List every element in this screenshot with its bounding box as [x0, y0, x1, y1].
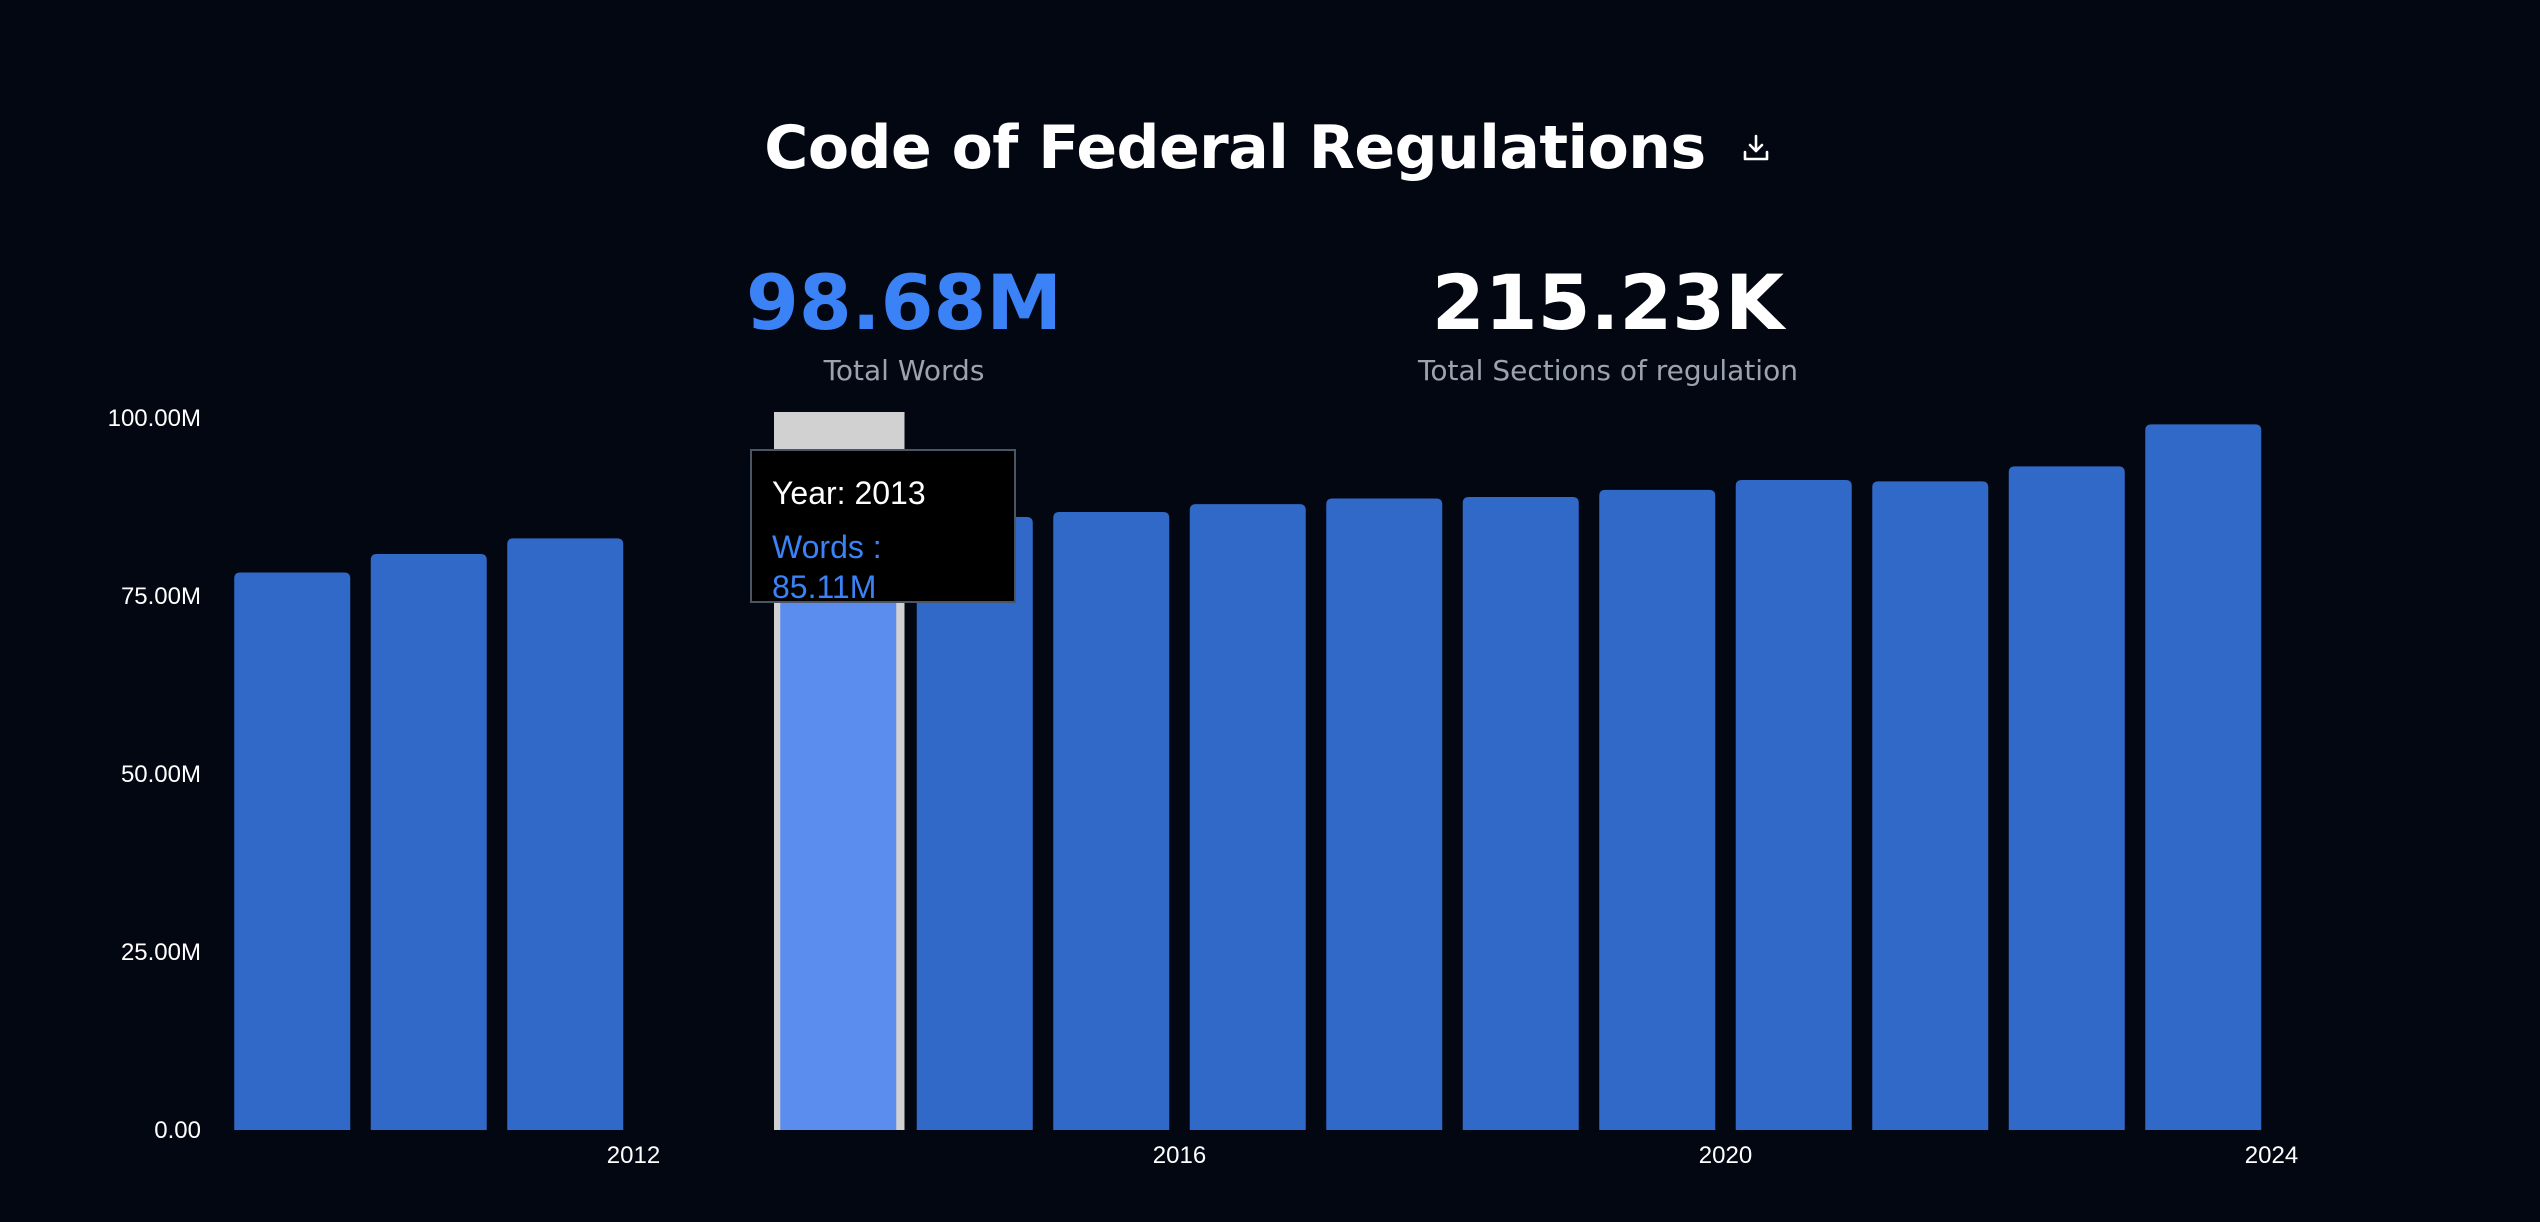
bar-2014[interactable] — [916, 516, 1033, 1130]
total-words-stat: 98.68M Total Words — [704, 258, 1104, 387]
bar-2023[interactable] — [2145, 424, 2262, 1131]
y-tick-label: 50.00M — [121, 761, 201, 788]
total-sections-value: 215.23K — [1431, 258, 1785, 347]
bar-2013[interactable] — [780, 524, 897, 1130]
bar-2011[interactable] — [507, 538, 624, 1130]
total-sections-label: Total Sections of regulation — [1418, 354, 1798, 387]
y-tick-label: 0.00 — [154, 1117, 201, 1144]
total-sections-stat: 215.23K Total Sections of regulation — [1358, 258, 1858, 387]
x-tick-label: 2012 — [607, 1142, 660, 1169]
title-row: Code of Federal Regulations — [0, 108, 2540, 188]
x-tick-label: 2020 — [1699, 1142, 1752, 1169]
total-words-value: 98.68M — [745, 258, 1063, 347]
y-tick-label: 75.00M — [121, 583, 201, 610]
bar-2017[interactable] — [1326, 498, 1443, 1130]
y-tick-label: 100.00M — [108, 405, 201, 432]
page-title: Code of Federal Regulations — [764, 113, 1706, 183]
download-button[interactable] — [1736, 128, 1776, 168]
bar-2016[interactable] — [1189, 504, 1306, 1131]
bar-2009[interactable] — [234, 572, 351, 1130]
bar-2022[interactable] — [2008, 466, 2125, 1130]
y-tick-label: 25.00M — [121, 939, 201, 966]
bar-2010[interactable] — [370, 553, 487, 1130]
bar-2021[interactable] — [1872, 481, 1989, 1130]
bar-2020[interactable] — [1735, 479, 1852, 1131]
chart-tooltip: Year: 2013 Words : 85.11M — [750, 449, 1016, 605]
bar-2019[interactable] — [1599, 489, 1716, 1130]
bar-2015[interactable] — [1053, 511, 1170, 1130]
tooltip-words: Words : 85.11M — [772, 529, 882, 605]
bar-2018[interactable] — [1462, 497, 1579, 1131]
x-tick-label: 2016 — [1153, 1142, 1206, 1169]
x-tick-label: 2024 — [2245, 1142, 2298, 1169]
tooltip-year: Year: 2013 — [772, 475, 926, 511]
total-words-label: Total Words — [823, 354, 985, 387]
download-icon — [1743, 134, 1769, 161]
